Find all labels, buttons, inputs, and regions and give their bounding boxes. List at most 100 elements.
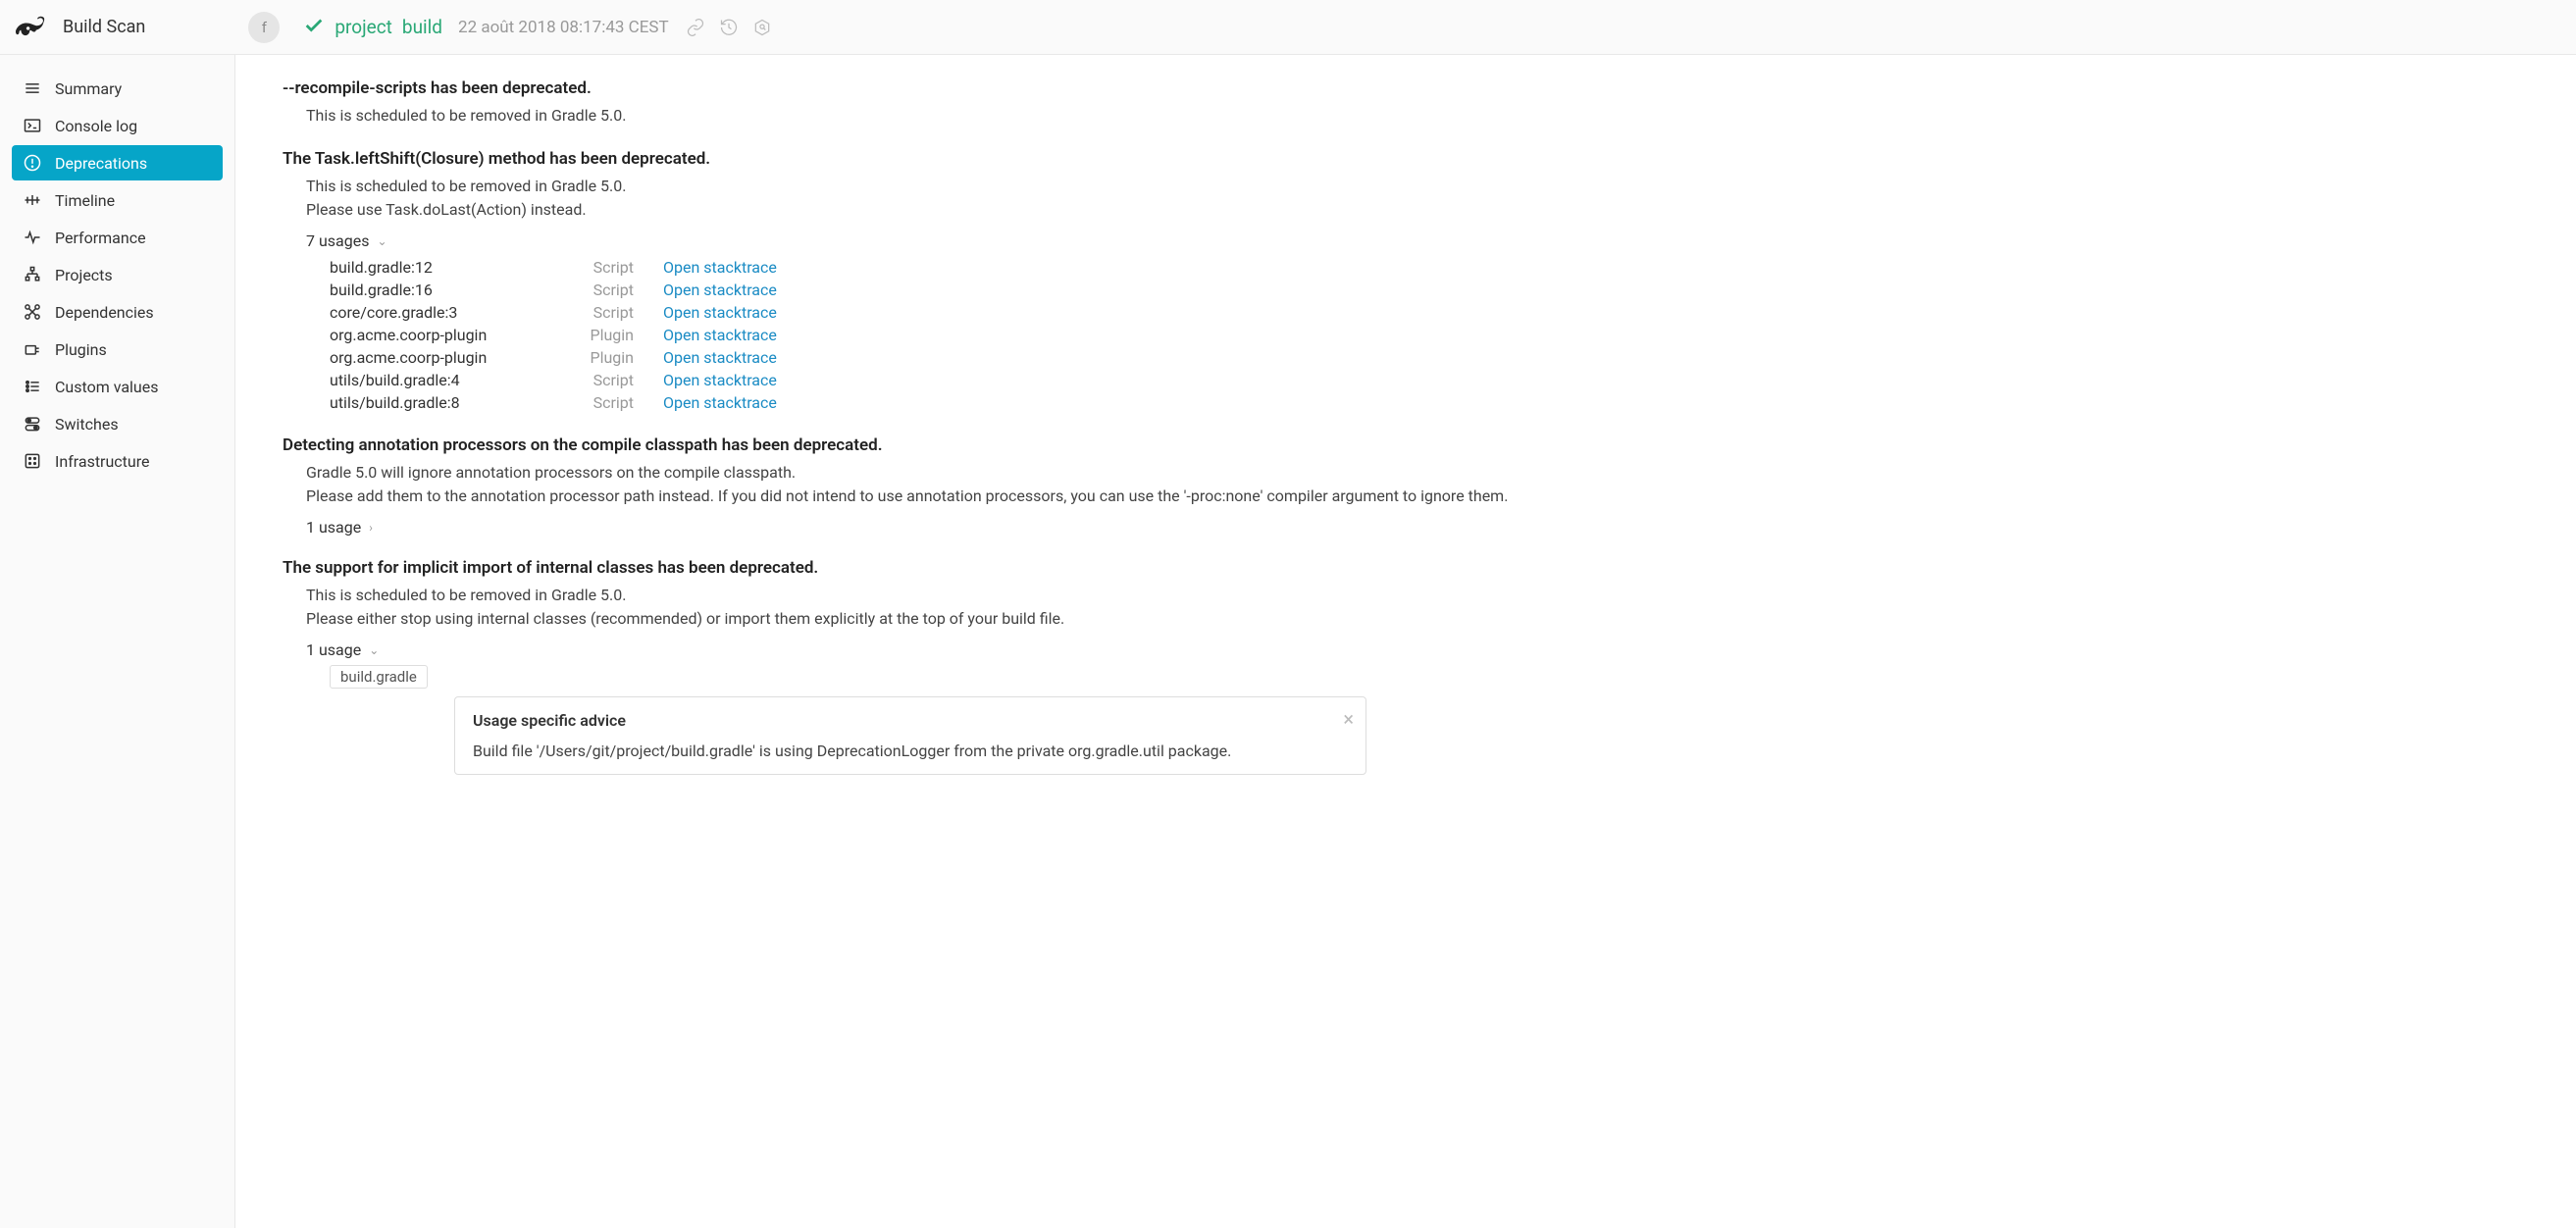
chevron-right-icon: › bbox=[369, 521, 373, 535]
sidebar-item-performance[interactable]: Performance bbox=[12, 220, 223, 255]
deprecation-group: The Task.leftShift(Closure) method has b… bbox=[283, 149, 2529, 414]
usage-type: Script bbox=[565, 281, 663, 299]
custom-values-icon bbox=[22, 376, 43, 397]
usage-location: build.gradle:16 bbox=[330, 281, 565, 299]
usage-file-tag[interactable]: build.gradle bbox=[330, 665, 428, 689]
close-icon[interactable]: × bbox=[1343, 707, 1354, 731]
link-icon[interactable] bbox=[685, 17, 706, 38]
timeline-icon bbox=[22, 189, 43, 211]
sidebar-item-label: Performance bbox=[55, 229, 146, 247]
sidebar-item-label: Plugins bbox=[55, 340, 107, 359]
usage-item: utils/build.gradle:4 Script Open stacktr… bbox=[330, 369, 2529, 391]
open-stacktrace-link[interactable]: Open stacktrace bbox=[663, 258, 859, 277]
build-timestamp: 22 août 2018 08:17:43 CEST bbox=[458, 18, 669, 37]
top-bar: Build Scan f project build 22 août 2018 … bbox=[0, 0, 2576, 55]
sidebar-item-label: Timeline bbox=[55, 191, 115, 210]
usage-type: Plugin bbox=[565, 326, 663, 344]
usage-toggle[interactable]: 7 usages ⌄ bbox=[283, 231, 2529, 250]
open-stacktrace-link[interactable]: Open stacktrace bbox=[663, 281, 859, 299]
deprecation-description: This is scheduled to be removed in Gradl… bbox=[283, 584, 2529, 607]
history-icon[interactable] bbox=[718, 17, 740, 38]
sidebar-item-label: Custom values bbox=[55, 378, 158, 396]
usage-count: 1 usage bbox=[306, 518, 361, 537]
open-stacktrace-link[interactable]: Open stacktrace bbox=[663, 348, 859, 367]
advice-title: Usage specific advice bbox=[473, 711, 1348, 730]
usage-count: 1 usage bbox=[306, 640, 361, 659]
usage-type: Script bbox=[565, 303, 663, 322]
usage-location: org.acme.coorp-plugin bbox=[330, 348, 565, 367]
usage-type: Script bbox=[565, 371, 663, 389]
infrastructure-icon bbox=[22, 450, 43, 472]
deprecation-group: The support for implicit import of inter… bbox=[283, 558, 2529, 775]
sidebar-item-label: Deprecations bbox=[55, 154, 147, 173]
deprecation-title: --recompile-scripts has been deprecated. bbox=[283, 78, 2529, 98]
usage-item: core/core.gradle:3 Script Open stacktrac… bbox=[330, 301, 2529, 324]
deprecation-title: The Task.leftShift(Closure) method has b… bbox=[283, 149, 2529, 169]
sidebar-item-deprecations[interactable]: Deprecations bbox=[12, 145, 223, 180]
deprecation-description: Please either stop using internal classe… bbox=[283, 607, 2529, 631]
usage-location: utils/build.gradle:8 bbox=[330, 393, 565, 412]
sidebar-item-summary[interactable]: Summary bbox=[12, 71, 223, 106]
switches-icon bbox=[22, 413, 43, 435]
usage-toggle[interactable]: 1 usage › bbox=[283, 518, 2529, 537]
sidebar-item-console-log[interactable]: Console log bbox=[12, 108, 223, 143]
usage-location: core/core.gradle:3 bbox=[330, 303, 565, 322]
main-content: --recompile-scripts has been deprecated.… bbox=[235, 55, 2576, 1228]
sidebar-item-label: Infrastructure bbox=[55, 452, 149, 471]
deprecation-title: Detecting annotation processors on the c… bbox=[283, 435, 2529, 455]
deprecation-description: This is scheduled to be removed in Gradl… bbox=[283, 175, 2529, 198]
sidebar-item-label: Switches bbox=[55, 415, 119, 434]
plugin-icon bbox=[22, 338, 43, 360]
pulse-icon bbox=[22, 227, 43, 248]
sidebar-item-projects[interactable]: Projects bbox=[12, 257, 223, 292]
usage-list: build.gradle:12 Script Open stacktrace b… bbox=[283, 256, 2529, 414]
tree-icon bbox=[22, 264, 43, 285]
usage-toggle[interactable]: 1 usage ⌄ bbox=[283, 640, 2529, 659]
deprecation-description: This is scheduled to be removed in Gradl… bbox=[283, 104, 2529, 128]
usage-location: build.gradle:12 bbox=[330, 258, 565, 277]
usage-type: Script bbox=[565, 258, 663, 277]
terminal-icon bbox=[22, 115, 43, 136]
usage-item: build.gradle:16 Script Open stacktrace bbox=[330, 279, 2529, 301]
advice-body: Build file '/Users/git/project/build.gra… bbox=[473, 742, 1348, 760]
usage-item: utils/build.gradle:8 Script Open stacktr… bbox=[330, 391, 2529, 414]
build-label[interactable]: build bbox=[402, 16, 442, 38]
sidebar-item-infrastructure[interactable]: Infrastructure bbox=[12, 443, 223, 479]
usage-type: Script bbox=[565, 393, 663, 412]
sidebar-item-timeline[interactable]: Timeline bbox=[12, 182, 223, 218]
sidebar-item-custom-values[interactable]: Custom values bbox=[12, 369, 223, 404]
open-stacktrace-link[interactable]: Open stacktrace bbox=[663, 393, 859, 412]
usage-count: 7 usages bbox=[306, 231, 369, 250]
deprecation-description: Gradle 5.0 will ignore annotation proces… bbox=[283, 461, 2529, 485]
chevron-down-icon: ⌄ bbox=[377, 234, 386, 248]
usage-item: org.acme.coorp-plugin Plugin Open stackt… bbox=[330, 324, 2529, 346]
usage-item: build.gradle:12 Script Open stacktrace bbox=[330, 256, 2529, 279]
sidebar-item-label: Dependencies bbox=[55, 303, 154, 322]
usage-type: Plugin bbox=[565, 348, 663, 367]
sidebar-item-dependencies[interactable]: Dependencies bbox=[12, 294, 223, 330]
list-icon bbox=[22, 77, 43, 99]
deprecation-group: Detecting annotation processors on the c… bbox=[283, 435, 2529, 537]
open-stacktrace-link[interactable]: Open stacktrace bbox=[663, 303, 859, 322]
search-icon[interactable] bbox=[751, 17, 773, 38]
dependencies-icon bbox=[22, 301, 43, 323]
deprecation-title: The support for implicit import of inter… bbox=[283, 558, 2529, 578]
success-check-icon bbox=[303, 15, 325, 40]
sidebar-item-switches[interactable]: Switches bbox=[12, 406, 223, 441]
project-name[interactable]: project bbox=[335, 16, 392, 38]
open-stacktrace-link[interactable]: Open stacktrace bbox=[663, 326, 859, 344]
warning-icon bbox=[22, 152, 43, 174]
usage-location: utils/build.gradle:4 bbox=[330, 371, 565, 389]
advice-panel: × Usage specific advice Build file '/Use… bbox=[454, 696, 1366, 775]
open-stacktrace-link[interactable]: Open stacktrace bbox=[663, 371, 859, 389]
deprecation-description: Please use Task.doLast(Action) instead. bbox=[283, 198, 2529, 222]
usage-item: org.acme.coorp-plugin Plugin Open stackt… bbox=[330, 346, 2529, 369]
top-action-icons bbox=[685, 17, 773, 38]
sidebar-item-label: Summary bbox=[55, 79, 122, 98]
deprecation-description: Please add them to the annotation proces… bbox=[283, 485, 2529, 508]
user-avatar[interactable]: f bbox=[248, 12, 280, 43]
usage-location: org.acme.coorp-plugin bbox=[330, 326, 565, 344]
app-title: Build Scan bbox=[63, 17, 145, 37]
deprecation-group: --recompile-scripts has been deprecated.… bbox=[283, 78, 2529, 128]
sidebar-item-plugins[interactable]: Plugins bbox=[12, 332, 223, 367]
